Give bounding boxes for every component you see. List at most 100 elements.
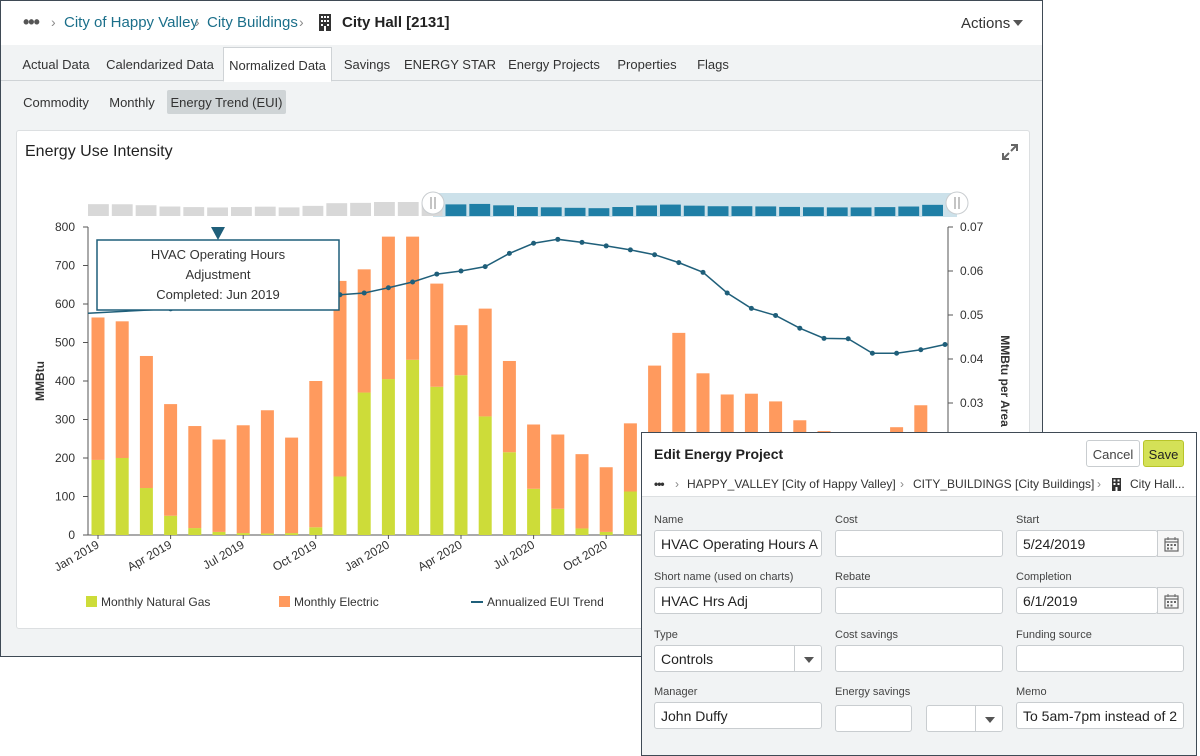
bar-electric: [236, 425, 250, 534]
chevron-right-icon: ›: [675, 477, 679, 491]
rebate-field[interactable]: [835, 587, 1003, 614]
x-tick-label: Jul 2020: [491, 537, 538, 572]
dialog-breadcrumb-building[interactable]: City Hall...: [1130, 477, 1185, 491]
tab-actual-data[interactable]: Actual Data: [22, 57, 90, 72]
completion-calendar-button[interactable]: [1157, 587, 1184, 614]
energy-savings-field[interactable]: [835, 705, 912, 732]
breadcrumb-more-icon[interactable]: •••: [654, 477, 665, 491]
tab-flags[interactable]: Flags: [697, 57, 729, 72]
navigator-bar: [898, 206, 920, 216]
dialog-breadcrumb-city[interactable]: HAPPY_VALLEY [City of Happy Valley]: [687, 477, 896, 491]
bar-natural-gas: [115, 458, 129, 535]
breadcrumb-more-icon[interactable]: •••: [23, 12, 40, 32]
cost-field[interactable]: [835, 530, 1003, 557]
bar-natural-gas: [212, 531, 226, 535]
bar-natural-gas: [430, 386, 444, 535]
x-tick-label: Oct 2019: [270, 537, 319, 574]
subtab-commodity[interactable]: Commodity: [23, 95, 89, 110]
y2-tick-label: 0.04: [960, 352, 984, 366]
dialog-breadcrumb-buildings[interactable]: CITY_BUILDINGS [City Buildings]: [913, 477, 1095, 491]
tab-energy-star[interactable]: ENERGY STAR: [404, 57, 496, 72]
expand-icon[interactable]: [1001, 143, 1019, 161]
y-tick-label: 500: [55, 336, 75, 350]
eui-point: [652, 252, 658, 258]
tab-properties[interactable]: Properties: [617, 57, 677, 72]
navigator-bar: [564, 207, 586, 216]
tab-bar: Actual Data Calendarized Data Normalized…: [1, 47, 1042, 82]
eui-point: [676, 260, 682, 266]
funding-source-label: Funding source: [1016, 629, 1092, 641]
cost-savings-field[interactable]: [835, 645, 1003, 672]
page-title: City Hall [2131]: [342, 14, 450, 31]
navigator-bar: [469, 203, 491, 216]
tab-calendarized-data[interactable]: Calendarized Data: [106, 57, 214, 72]
navigator-handle-left[interactable]: [421, 191, 445, 215]
y-tick-label: 700: [55, 259, 75, 273]
caret-down-icon[interactable]: [1013, 20, 1023, 26]
bar-natural-gas: [575, 528, 589, 535]
cost-label: Cost: [835, 514, 858, 526]
completion-date-field[interactable]: 6/1/2019: [1016, 587, 1158, 614]
save-button[interactable]: Save: [1143, 440, 1184, 467]
bar-natural-gas: [406, 359, 420, 535]
type-dropdown-button[interactable]: [794, 646, 821, 671]
actions-menu[interactable]: Actions: [961, 15, 1011, 32]
navigator-bar: [493, 205, 514, 216]
funding-source-field[interactable]: [1016, 645, 1184, 672]
navigator-bar: [922, 204, 943, 216]
subtab-energy-trend[interactable]: Energy Trend (EUI): [167, 90, 286, 114]
y2-tick-label: 0.07: [960, 220, 984, 234]
eui-point: [458, 268, 464, 274]
energy-unit-dropdown-button[interactable]: [975, 706, 1002, 731]
y2-tick-label: 0.06: [960, 264, 984, 278]
eui-point: [506, 250, 512, 256]
breadcrumb-buildings[interactable]: City Buildings: [207, 14, 298, 31]
cancel-button[interactable]: Cancel: [1086, 440, 1140, 467]
navigator-bar: [731, 206, 753, 216]
tab-savings[interactable]: Savings: [343, 57, 391, 72]
memo-field[interactable]: To 5am-7pm instead of 2: [1016, 702, 1184, 729]
y-axis-label: MMBtu: [33, 361, 47, 401]
legend-gas-swatch: [86, 596, 97, 607]
annotation-box: [96, 239, 340, 311]
eui-point: [627, 247, 633, 253]
bar-electric: [333, 280, 347, 477]
start-calendar-button[interactable]: [1157, 530, 1184, 557]
chevron-right-icon: ›: [900, 477, 904, 491]
x-tick-label: Jul 2019: [200, 537, 247, 572]
bar-electric: [599, 467, 613, 532]
chevron-right-icon: ›: [51, 14, 56, 30]
navigator-bar: [445, 204, 467, 216]
navigator-bar: [850, 207, 872, 216]
bar-natural-gas: [478, 416, 492, 535]
building-icon: [1112, 478, 1121, 491]
navigator-bar: [326, 203, 348, 216]
rebate-label: Rebate: [835, 571, 871, 583]
tab-normalized-data[interactable]: Normalized Data: [223, 47, 332, 82]
navigator-handle-right[interactable]: [945, 191, 969, 215]
short-name-field[interactable]: HVAC Hrs Adj: [654, 587, 822, 614]
y-tick-label: 100: [55, 490, 75, 504]
navigator-bar: [803, 207, 824, 216]
navigator-bar: [636, 205, 657, 216]
eui-point: [482, 264, 488, 270]
name-field[interactable]: HVAC Operating Hours A: [654, 530, 822, 557]
bar-electric: [285, 437, 299, 534]
name-label: Name: [654, 514, 684, 526]
x-tick-label: Jan 2019: [52, 537, 102, 574]
manager-field[interactable]: John Duffy: [654, 702, 822, 729]
type-select[interactable]: Controls: [654, 645, 822, 672]
legend-eui-label: Annualized EUI Trend: [487, 595, 604, 609]
subtab-monthly[interactable]: Monthly: [109, 95, 155, 110]
bar-natural-gas: [454, 375, 468, 535]
navigator-bar: [231, 207, 252, 216]
start-date-field[interactable]: 5/24/2019: [1016, 530, 1158, 557]
navigator-bar: [350, 202, 371, 216]
energy-savings-unit-select[interactable]: [926, 705, 1003, 732]
tab-energy-projects[interactable]: Energy Projects: [508, 57, 600, 72]
calendar-icon: [1164, 537, 1179, 552]
bar-electric: [260, 410, 274, 534]
breadcrumb-city[interactable]: City of Happy Valley: [64, 14, 198, 31]
annotation-marker-icon[interactable]: [211, 227, 225, 240]
eui-point: [748, 305, 754, 311]
